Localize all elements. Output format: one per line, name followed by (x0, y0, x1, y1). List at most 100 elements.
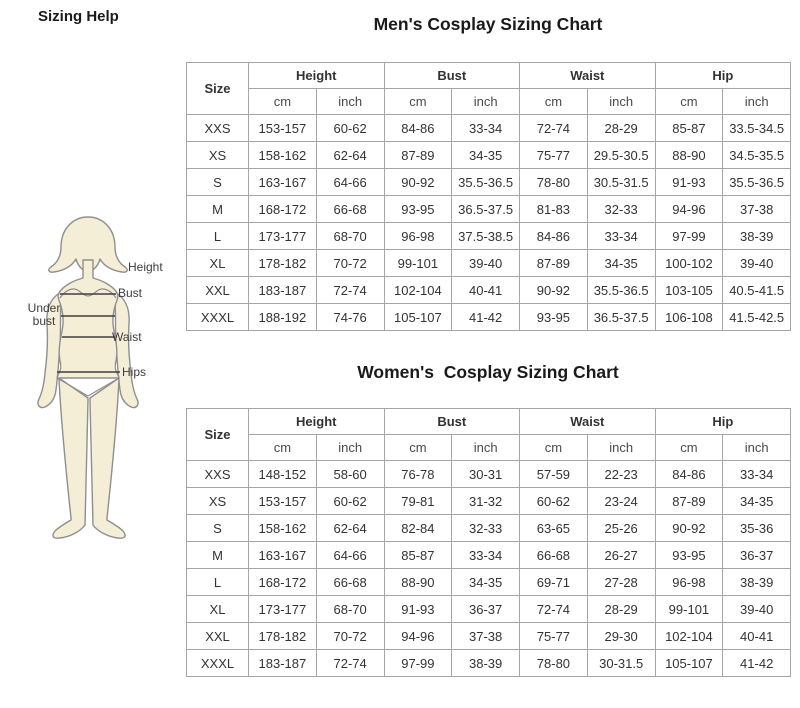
table-cell: 30-31.5 (586, 649, 656, 677)
table-cell: 31-32 (451, 487, 521, 515)
table-row: M 168-172 66-68 93-95 36.5-37.5 81-83 32-33 94-… (186, 195, 792, 223)
table-cell: 90-92 (654, 514, 724, 542)
table-cell: 87-89 (654, 487, 724, 515)
table-cell: 99-101 (654, 595, 724, 623)
table-cell: 34.5-35.5 (722, 141, 792, 169)
size-row-label: L (186, 568, 249, 596)
unit-column-header: inch (722, 88, 792, 115)
table-cell: 38-39 (722, 568, 792, 596)
table-cell: 88-90 (383, 568, 453, 596)
table-cell: 78-80 (519, 168, 588, 196)
table-cell: 148-152 (248, 460, 317, 488)
table-cell: 28-29 (586, 114, 656, 142)
table-cell: 39-40 (722, 595, 792, 623)
table-cell: 32-33 (451, 514, 521, 542)
table-cell: 168-172 (248, 568, 317, 596)
table-cell: 64-66 (315, 541, 385, 569)
table-cell: 34-35 (722, 487, 792, 515)
unit-column-header: inch (586, 434, 656, 461)
under-bust-label-line1: Under (27, 301, 61, 315)
table-row: XL 173-177 68-70 91-93 36-37 72-74 28-29 99-101… (186, 595, 792, 623)
bust-label: Bust (118, 286, 143, 300)
table-cell: 163-167 (248, 168, 317, 196)
table-cell: 90-92 (383, 168, 453, 196)
table-cell: 102-104 (654, 622, 724, 650)
table-cell: 40.5-41.5 (722, 276, 792, 304)
group-column-header: Height (248, 62, 385, 89)
table-cell: 79-81 (383, 487, 453, 515)
table-cell: 36.5-37.5 (451, 195, 521, 223)
table-cell: 178-182 (248, 249, 317, 277)
figure-torso (56, 259, 120, 379)
table-cell: 58-60 (315, 460, 385, 488)
table-cell: 105-107 (654, 649, 724, 677)
table-cell: 33-34 (451, 114, 521, 142)
table-cell: 102-104 (383, 276, 453, 304)
table-cell: 27-28 (586, 568, 656, 596)
size-row-label: S (186, 168, 249, 196)
table-cell: 72-74 (519, 114, 588, 142)
table-cell: 36-37 (451, 595, 521, 623)
table-cell: 62-64 (315, 141, 385, 169)
table-cell: 39-40 (451, 249, 521, 277)
table-cell: 87-89 (383, 141, 453, 169)
table-cell: 96-98 (383, 222, 453, 250)
table-cell: 39-40 (722, 249, 792, 277)
table-cell: 158-162 (248, 141, 317, 169)
table-cell: 28-29 (586, 595, 656, 623)
table-row: S 163-167 64-66 90-92 35.5-36.5 78-80 30.5-31.… (186, 168, 792, 196)
table-row: M 163-167 64-66 85-87 33-34 66-68 26-27 93-95 36… (186, 541, 792, 569)
figure-right-leg (89, 377, 126, 539)
table-cell: 183-187 (248, 276, 317, 304)
table-cell: 66-68 (315, 195, 385, 223)
table-cell: 85-87 (383, 541, 453, 569)
table-row: XXS 153-157 60-62 84-86 33-34 72-74 28-29 85-87… (186, 114, 792, 142)
table-cell: 70-72 (315, 622, 385, 650)
group-column-header: Hip (654, 408, 792, 435)
table-cell: 75-77 (519, 141, 588, 169)
size-row-label: XXL (186, 622, 249, 650)
table-cell: 72-74 (315, 649, 385, 677)
table-cell: 41-42 (451, 303, 521, 331)
size-column-header: Size (186, 408, 249, 461)
table-cell: 97-99 (654, 222, 724, 250)
size-row-label: S (186, 514, 249, 542)
table-cell: 22-23 (586, 460, 656, 488)
table-row: XS 153-157 60-62 79-81 31-32 60-62 23-24 87-89 3… (186, 487, 792, 515)
table-cell: 30.5-31.5 (586, 168, 656, 196)
group-column-header: Waist (519, 62, 656, 89)
table-cell: 29-30 (586, 622, 656, 650)
table-row: L 168-172 66-68 88-90 34-35 69-71 27-28 96-98 38… (186, 568, 792, 596)
table-cell: 36-37 (722, 541, 792, 569)
table-cell: 66-68 (519, 541, 588, 569)
table-cell: 78-80 (519, 649, 588, 677)
group-column-header: Bust (383, 408, 521, 435)
table-cell: 105-107 (383, 303, 453, 331)
unit-column-header: cm (654, 88, 724, 115)
table-row: XS 158-162 62-64 87-89 34-35 75-77 29.5-30.5 88… (186, 141, 792, 169)
table-cell: 84-86 (383, 114, 453, 142)
table-cell: 25-26 (586, 514, 656, 542)
table-cell: 64-66 (315, 168, 385, 196)
unit-column-header: inch (451, 88, 521, 115)
table-cell: 38-39 (722, 222, 792, 250)
table-cell: 29.5-30.5 (586, 141, 656, 169)
table-cell: 40-41 (722, 622, 792, 650)
unit-column-header: cm (383, 434, 453, 461)
unit-column-header: cm (248, 88, 317, 115)
table-cell: 34-35 (451, 141, 521, 169)
table-cell: 81-83 (519, 195, 588, 223)
table-cell: 97-99 (383, 649, 453, 677)
table-cell: 35.5-36.5 (451, 168, 521, 196)
table-cell: 158-162 (248, 514, 317, 542)
table-cell: 60-62 (315, 487, 385, 515)
table-cell: 84-86 (654, 460, 724, 488)
table-cell: 40-41 (451, 276, 521, 304)
table-cell: 23-24 (586, 487, 656, 515)
under-bust-label-line2: bust (32, 314, 56, 328)
size-column-header: Size (186, 62, 249, 115)
table-row: XL 178-182 70-72 99-101 39-40 87-89 34-35 100-1… (186, 249, 792, 277)
table-cell: 37.5-38.5 (451, 222, 521, 250)
womens-sizing-table: Size Height Bust Waist Hip cm inch cm inch cm inch… (186, 408, 792, 677)
unit-column-header: inch (315, 434, 385, 461)
